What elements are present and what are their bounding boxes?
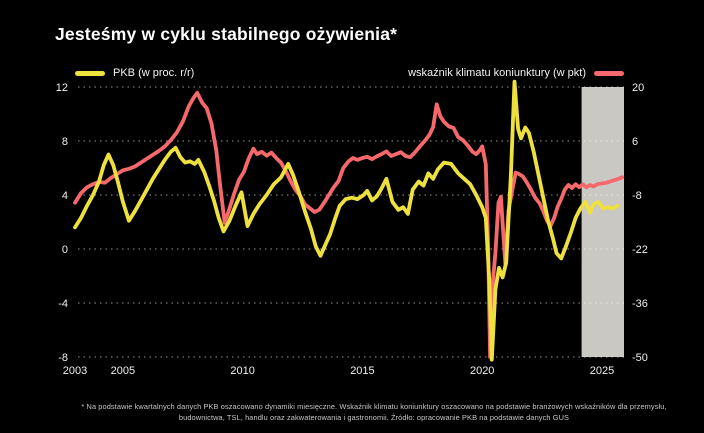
y-axis-left-tick: 12 [56, 82, 68, 94]
y-axis-left-tick: 0 [62, 244, 68, 256]
legend: PKB (w proc. r/r) wskaźnik klimatu koniu… [75, 66, 624, 80]
x-axis-tick: 2005 [111, 365, 135, 377]
legend-climate-label: wskaźnik klimatu koniunktury (w pkt) [408, 67, 586, 79]
y-axis-right-tick: -36 [632, 298, 648, 310]
pkb-swatch-icon [75, 70, 105, 76]
y-axis-right-tick: -22 [632, 244, 648, 256]
x-axis-tick: 2015 [350, 365, 374, 377]
y-axis-right-tick: 20 [632, 82, 644, 94]
y-axis-right-tick: -50 [632, 352, 648, 364]
highlight-band [581, 87, 624, 357]
footnote-line-1: * Na podstawie kwartalnych danych PKB os… [81, 402, 667, 411]
footnote-line-2: budownictwa, TSL, handlu oraz zakwaterow… [178, 412, 570, 422]
y-axis-right-tick: 6 [632, 136, 638, 148]
y-axis-right-tick: -8 [632, 190, 642, 202]
legend-item-pkb: PKB (w proc. r/r) [75, 67, 194, 79]
pkb-line [73, 79, 620, 362]
chart-title: Jesteśmy w cyklu stabilnego ożywienia* [55, 24, 398, 44]
y-axis-left-tick: 8 [62, 136, 68, 148]
x-axis-tick: 2003 [63, 365, 87, 377]
x-axis-tick: 2010 [230, 365, 254, 377]
legend-item-climate: wskaźnik klimatu koniunktury (w pkt) [408, 67, 624, 79]
x-axis-tick: 2025 [590, 365, 614, 377]
legend-pkb-label: PKB (w proc. r/r) [113, 67, 195, 79]
climate-swatch-icon [594, 70, 624, 76]
x-axis-tick: 2020 [470, 365, 494, 377]
y-axis-left-tick: 4 [62, 190, 68, 202]
climate-line [73, 90, 625, 359]
footnote: * Na podstawie kwartalnych danych PKB os… [0, 402, 704, 423]
y-axis-left-tick: -8 [58, 352, 68, 364]
y-axis-left-tick: -4 [58, 298, 68, 310]
